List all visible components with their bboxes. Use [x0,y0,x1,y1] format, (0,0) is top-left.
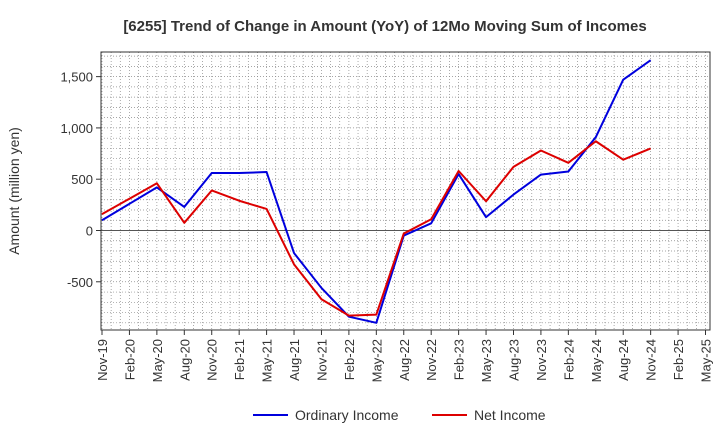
x-tick-label: May-20 [150,339,165,382]
x-axis: Nov-19 Feb-20 May-20 Aug-20 Nov-20 Feb-21 May-… [95,330,714,382]
x-tick-label: Aug-23 [506,339,521,381]
x-tick-label: Nov-21 [314,339,329,381]
y-tick-label: 0 [86,223,93,238]
x-tick-label: Nov-24 [644,339,659,381]
y-tick-label: 1,000 [60,121,93,136]
x-tick-label: Aug-21 [287,339,302,381]
x-tick-label: Feb-23 [452,339,467,380]
legend: Ordinary Income Net Income [253,407,546,423]
y-axis: 1,500 1,000 500 0 -500 [60,70,101,290]
series-line-ordinary-income [101,59,652,324]
series-lines [101,59,652,324]
x-tick-label: Feb-20 [122,339,137,380]
x-tick-label: Aug-22 [397,339,412,381]
x-tick-label: Feb-22 [342,339,357,380]
x-tick-label: Aug-20 [177,339,192,381]
x-tick-label: Nov-22 [424,339,439,381]
x-tick-label: Feb-21 [232,339,247,380]
x-tick-label: May-23 [479,339,494,382]
y-tick-label: 1,500 [60,70,93,85]
x-tick-label: Nov-20 [205,339,220,381]
chart-title: [6255] Trend of Change in Amount (YoY) o… [123,18,646,35]
x-tick-label: May-22 [369,339,384,382]
y-axis-label: Amount (million yen) [6,127,22,255]
x-tick-label: Nov-23 [534,339,549,381]
series-line-net-income [101,140,652,317]
x-tick-label: May-25 [699,339,714,382]
x-tick-label: Nov-19 [95,339,110,381]
legend-label: Net Income [474,407,546,423]
plot-frame [100,51,711,331]
x-tick-label: Aug-24 [616,339,631,381]
y-tick-label: -500 [67,275,93,290]
legend-label: Ordinary Income [295,407,399,423]
x-tick-label: May-21 [260,339,275,382]
x-tick-label: Feb-24 [561,339,576,380]
x-tick-label: May-24 [589,339,604,382]
y-tick-label: 500 [71,172,93,187]
grid [101,52,710,330]
x-tick-label: Feb-25 [671,339,686,380]
